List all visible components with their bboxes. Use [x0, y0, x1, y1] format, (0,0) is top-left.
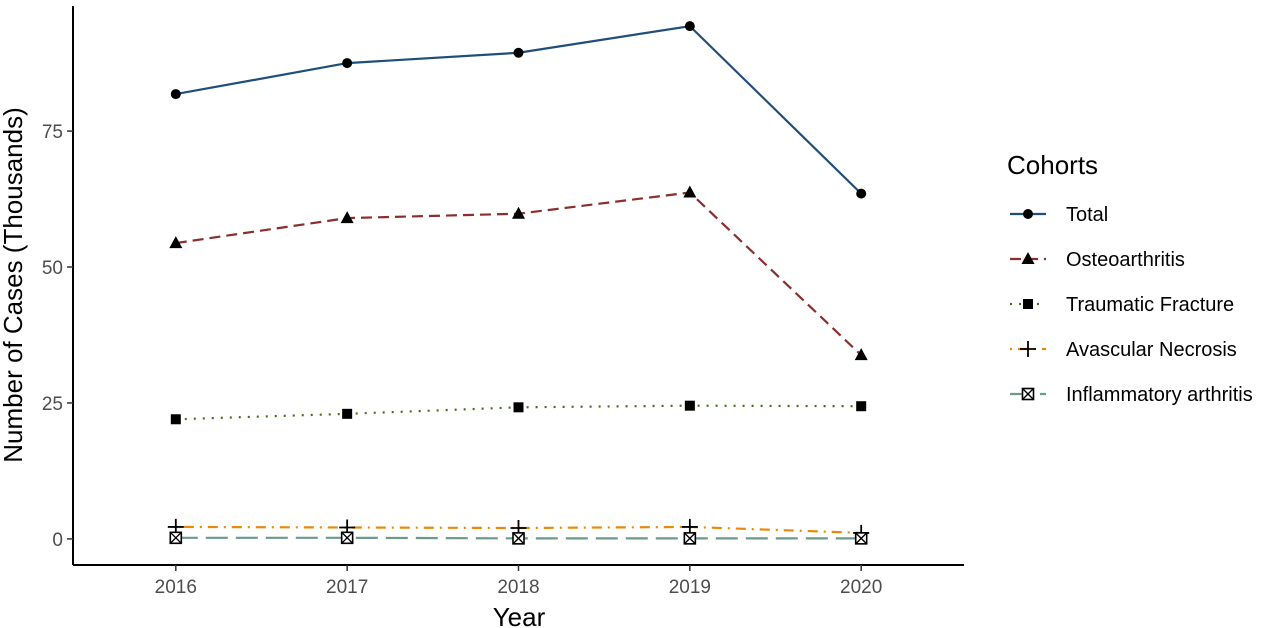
- x-tick-label: 2018: [497, 577, 539, 598]
- data-point-circle: [856, 188, 867, 199]
- x-axis-title: Year: [493, 602, 546, 628]
- data-point-square-x: [854, 532, 868, 545]
- legend-label-osteoarthritis: Osteoarthritis: [1066, 249, 1185, 271]
- series-points-traumatic-fracture: [170, 400, 867, 425]
- x-tick-label: 2019: [669, 577, 711, 598]
- legend-label-inflammatory-arthritis: Inflammatory arthritis: [1066, 384, 1253, 406]
- data-point-circle: [513, 47, 524, 58]
- data-point-triangle: [1021, 252, 1035, 264]
- data-point-square: [170, 414, 181, 425]
- data-point-square-x: [1021, 387, 1035, 401]
- series-points-osteoarthritis: [169, 185, 868, 361]
- data-point-square: [342, 408, 353, 419]
- legend-item-inflammatory-arthritis: Inflammatory arthritis: [1010, 384, 1253, 406]
- data-point-plus: [1020, 341, 1036, 357]
- y-tick-label: 50: [42, 258, 63, 279]
- plot-lines: [175, 24, 862, 540]
- data-point-circle: [684, 21, 695, 32]
- data-point-circle: [342, 58, 353, 69]
- data-point-triangle: [512, 206, 525, 219]
- data-point-triangle: [854, 348, 868, 361]
- data-point-circle: [1023, 209, 1033, 219]
- data-point-triangle: [340, 211, 354, 224]
- legend-item-traumatic-fracture: Traumatic Fracture: [1010, 294, 1234, 316]
- x-axis-ticks: 2016 2017 2018 2019 2020: [155, 565, 882, 598]
- y-tick-label: 25: [42, 394, 63, 415]
- legend-item-total: Total: [1010, 204, 1108, 226]
- x-tick-label: 2020: [840, 577, 882, 598]
- data-point-triangle: [683, 185, 697, 198]
- series-points-total: [170, 21, 867, 199]
- data-point-square-x: [512, 532, 525, 545]
- y-tick-label: 0: [52, 530, 63, 551]
- x-tick-label: 2016: [155, 577, 197, 598]
- data-point-square-x: [169, 531, 183, 545]
- legend: Cohorts Total Osteoarthritis Traumatic Fra…: [1007, 150, 1253, 406]
- legend-item-osteoarthritis: Osteoarthritis: [1010, 249, 1185, 271]
- legend-title: Cohorts: [1007, 150, 1098, 180]
- x-tick-label: 2017: [326, 577, 368, 598]
- plot-markers: [167, 21, 870, 545]
- legend-label-avascular-necrosis: Avascular Necrosis: [1066, 339, 1237, 361]
- legend-label-total: Total: [1066, 204, 1108, 226]
- y-tick-label: 75: [42, 122, 63, 143]
- data-point-square: [684, 400, 695, 411]
- y-axis-title: Number of Cases (Thousands): [0, 107, 28, 462]
- data-point-square: [1023, 299, 1033, 309]
- legend-item-avascular-necrosis: Avascular Necrosis: [1010, 339, 1237, 361]
- data-point-circle: [170, 89, 181, 100]
- data-point-triangle: [169, 236, 183, 249]
- data-point-square: [856, 401, 867, 412]
- data-point-square-x: [683, 532, 697, 545]
- y-axis-ticks: 0 25 50 75: [42, 122, 73, 551]
- data-point-square: [513, 402, 524, 413]
- legend-label-traumatic-fracture: Traumatic Fracture: [1066, 294, 1234, 316]
- series-points-inflammatory-arthritis: [169, 531, 868, 545]
- data-point-square-x: [340, 531, 354, 545]
